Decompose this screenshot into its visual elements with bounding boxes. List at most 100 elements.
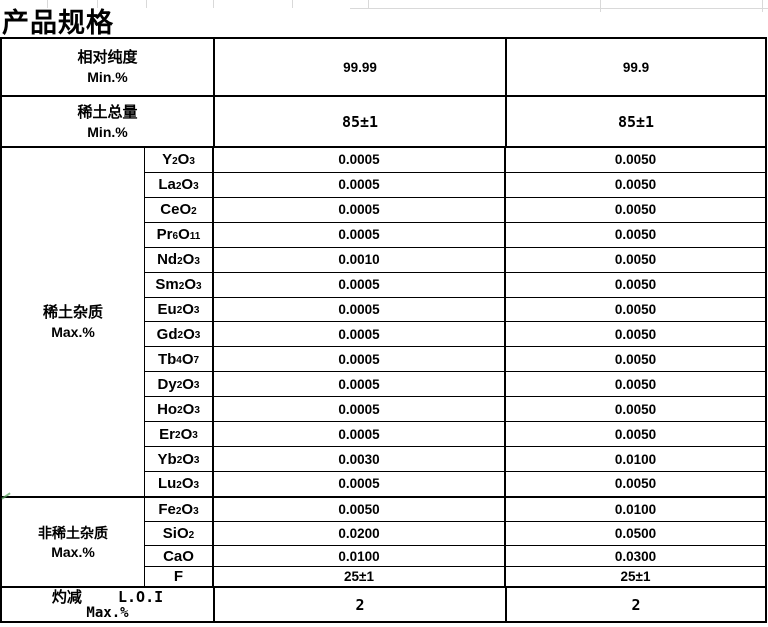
compound-formula-cell[interactable]: Yb 2 O 3 — [145, 447, 214, 471]
spec-value-grade2-cell[interactable]: 0.0050 — [614, 252, 657, 268]
total-rare-earth-label-cn: 稀土总量 — [77, 103, 138, 121]
spec-value-grade2-cell[interactable]: 0.0050 — [614, 351, 657, 367]
compound-formula-cell[interactable]: Dy 2 O 3 — [145, 372, 214, 397]
non-rare-earth-impurities-label-cn: 非稀土杂质 — [38, 525, 108, 541]
spec-value-grade2-cell[interactable]: 0.0050 — [614, 476, 657, 492]
spec-value-grade1-cell[interactable]: 0.0005 — [214, 272, 506, 297]
page-title: 产品规格 — [2, 8, 114, 38]
row-relative-purity: 相对纯度 Min.% 99.99 99.9 — [2, 39, 765, 95]
total-rare-earth-label-unit: Min.% — [87, 123, 128, 140]
cell-rare-earth-impurities-label[interactable]: 稀土杂质 Max.% — [2, 148, 145, 496]
spec-value-grade2-cell[interactable]: 0.0100 — [614, 451, 657, 467]
table-row: F 25±1 25±1 — [145, 566, 765, 586]
cell-relative-purity-label[interactable]: 相对纯度 Min.% — [2, 39, 215, 95]
compound-formula-cell[interactable]: Nd 2 O 3 — [145, 247, 214, 272]
spec-value-grade2-cell[interactable]: 0.0050 — [614, 376, 657, 392]
compound-formula-cell[interactable]: Gd 2 O 3 — [145, 322, 214, 347]
compound-formula-cell[interactable]: Tb 4 O 7 — [145, 347, 214, 372]
compound-formula-cell[interactable]: Fe 2 O 3 — [145, 498, 214, 521]
spec-value-grade2-cell[interactable]: 0.0050 — [614, 277, 657, 293]
compound-formula-cell[interactable]: Er 2 O 3 — [145, 422, 214, 447]
table-row: Nd 2 O 3 0.0010 0.0050 — [145, 246, 765, 272]
spec-value-grade1-cell[interactable]: 0.0100 — [214, 546, 506, 566]
spec-value-grade2-cell[interactable]: 0.0100 — [614, 502, 657, 517]
cell-loi-label[interactable]: 灼减 L.O.I Max.% — [2, 588, 215, 621]
spec-value-grade1-cell[interactable]: 0.0010 — [214, 247, 506, 272]
spec-value-grade2-cell[interactable]: 0.0050 — [614, 177, 657, 193]
spec-value-grade2-cell[interactable]: 0.0050 — [614, 152, 657, 168]
rare-earth-impurities-label-cn: 稀土杂质 — [42, 304, 103, 321]
cell-total-rare-earth-label[interactable]: 稀土总量 Min.% — [2, 97, 215, 146]
table-row: CeO 2 0.0005 0.0050 — [145, 196, 765, 222]
spec-value-grade1-cell[interactable]: 0.0005 — [214, 197, 506, 222]
grid-line — [213, 0, 214, 8]
spec-value-grade1-cell[interactable]: 25±1 — [214, 567, 506, 586]
compound-formula-cell[interactable]: Lu 2 O 3 — [145, 471, 214, 496]
compound-formula-cell[interactable]: F — [145, 567, 214, 586]
spec-value-grade1-cell[interactable]: 0.0030 — [214, 447, 506, 471]
spec-value-grade2-cell[interactable]: 0.0050 — [614, 401, 657, 417]
spec-value-grade2-cell[interactable]: 0.0050 — [614, 301, 657, 317]
table-row: CaO 0.0100 0.0300 — [145, 545, 765, 566]
compound-formula-cell[interactable]: CaO — [145, 546, 214, 566]
spec-value-grade1-cell[interactable]: 0.0005 — [214, 222, 506, 247]
compound-formula-cell[interactable]: CeO 2 — [145, 197, 214, 222]
table-row: Gd 2 O 3 0.0005 0.0050 — [145, 321, 765, 347]
table-row: Eu 2 O 3 0.0005 0.0050 — [145, 296, 765, 322]
spec-value-grade1-cell[interactable]: 0.0005 — [214, 322, 506, 347]
table-row: Er 2 O 3 0.0005 0.0050 — [145, 421, 765, 447]
table-row: Yb 2 O 3 0.0030 0.0100 — [145, 446, 765, 471]
spreadsheet-grid-strip — [0, 0, 768, 12]
cell-loi-grade2[interactable]: 2 — [631, 595, 641, 614]
table-row: Ho 2 O 3 0.0005 0.0050 — [145, 396, 765, 422]
non-rare-earth-impurities-rows: Fe 2 O 3 0.0050 0.0100 SiO 2 0.0200 0.0500 C… — [145, 498, 765, 586]
cell-non-rare-earth-impurities-label[interactable]: 非稀土杂质 Max.% — [2, 498, 145, 586]
grid-line — [350, 8, 768, 9]
spec-value-grade2-cell[interactable]: 0.0500 — [614, 526, 657, 541]
grid-line — [600, 0, 601, 12]
spec-value-grade2-cell[interactable]: 0.0050 — [614, 426, 657, 442]
cell-relative-purity-grade1[interactable]: 99.99 — [215, 39, 507, 95]
spec-value-grade1-cell[interactable]: 0.0050 — [214, 498, 506, 521]
spec-value-grade2-cell[interactable]: 0.0050 — [614, 227, 657, 243]
spec-value-grade2-cell[interactable]: 0.0050 — [614, 202, 657, 218]
spec-value-grade1-cell[interactable]: 0.0005 — [214, 297, 506, 322]
cell-loi-grade1[interactable]: 2 — [215, 588, 507, 621]
spec-value-grade1-cell[interactable]: 0.0005 — [214, 471, 506, 496]
table-row: Pr 6 O 11 0.0005 0.0050 — [145, 221, 765, 247]
grid-line — [146, 0, 147, 8]
relative-purity-label-unit: Min.% — [87, 69, 128, 85]
grid-line — [97, 0, 98, 8]
grid-line — [368, 0, 369, 8]
spec-table: 相对纯度 Min.% 99.99 99.9 稀土总量 Min.% 85±1 85… — [0, 37, 767, 623]
compound-formula-cell[interactable]: SiO 2 — [145, 522, 214, 545]
cell-relative-purity-grade2[interactable]: 99.9 — [622, 59, 650, 75]
rare-earth-impurities-label-unit: Max.% — [51, 324, 95, 340]
table-row: La 2 O 3 0.0005 0.0050 — [145, 171, 765, 197]
cell-total-rare-earth-grade2[interactable]: 85±1 — [617, 112, 655, 131]
cell-total-rare-earth-grade1[interactable]: 85±1 — [215, 97, 507, 146]
grid-line — [47, 0, 48, 8]
compound-formula-cell[interactable]: Pr 6 O 11 — [145, 222, 214, 247]
spec-value-grade1-cell[interactable]: 0.0005 — [214, 148, 506, 172]
spec-value-grade1-cell[interactable]: 0.0005 — [214, 172, 506, 197]
compound-formula-cell[interactable]: Eu 2 O 3 — [145, 297, 214, 322]
spec-value-grade1-cell[interactable]: 0.0005 — [214, 372, 506, 397]
compound-formula-cell[interactable]: Sm 2 O 3 — [145, 272, 214, 297]
compound-formula-cell[interactable]: La 2 O 3 — [145, 172, 214, 197]
section-non-rare-earth-impurities: 非稀土杂质 Max.% Fe 2 O 3 0.0050 0.0100 SiO 2 0.0… — [2, 496, 765, 586]
spec-value-grade2-cell[interactable]: 0.0050 — [614, 326, 657, 342]
spec-value-grade1-cell[interactable]: 0.0005 — [214, 347, 506, 372]
compound-formula-cell[interactable]: Ho 2 O 3 — [145, 397, 214, 422]
loi-label-line1: 灼减 L.O.I — [51, 587, 164, 606]
relative-purity-label-cn: 相对纯度 — [77, 49, 138, 66]
grid-line — [762, 0, 763, 12]
spec-value-grade2-cell[interactable]: 0.0300 — [614, 548, 657, 564]
spec-value-grade2-cell[interactable]: 25±1 — [620, 569, 651, 584]
spec-value-grade1-cell[interactable]: 0.0200 — [214, 522, 506, 545]
spec-value-grade1-cell[interactable]: 0.0005 — [214, 397, 506, 422]
spec-value-grade1-cell[interactable]: 0.0005 — [214, 422, 506, 447]
